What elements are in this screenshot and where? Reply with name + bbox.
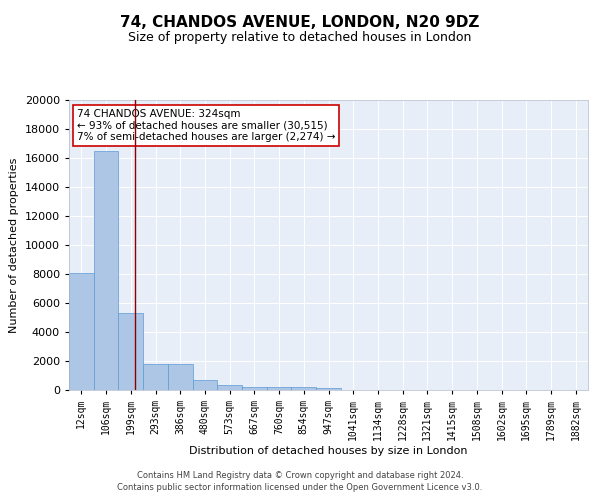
- Bar: [69, 272, 94, 390]
- Bar: [292, 387, 316, 390]
- Y-axis label: Number of detached properties: Number of detached properties: [9, 158, 19, 332]
- Text: Size of property relative to detached houses in London: Size of property relative to detached ho…: [128, 31, 472, 44]
- Bar: [94, 151, 118, 390]
- Bar: [168, 364, 193, 390]
- Bar: [242, 386, 267, 390]
- X-axis label: Distribution of detached houses by size in London: Distribution of detached houses by size …: [189, 446, 468, 456]
- Bar: [267, 387, 292, 390]
- Bar: [316, 388, 341, 390]
- Bar: [217, 386, 242, 390]
- Bar: [193, 380, 217, 390]
- Bar: [143, 364, 168, 390]
- Text: 74 CHANDOS AVENUE: 324sqm
← 93% of detached houses are smaller (30,515)
7% of se: 74 CHANDOS AVENUE: 324sqm ← 93% of detac…: [77, 108, 335, 142]
- Text: 74, CHANDOS AVENUE, LONDON, N20 9DZ: 74, CHANDOS AVENUE, LONDON, N20 9DZ: [121, 15, 479, 30]
- Bar: [118, 313, 143, 390]
- Text: Contains public sector information licensed under the Open Government Licence v3: Contains public sector information licen…: [118, 484, 482, 492]
- Text: Contains HM Land Registry data © Crown copyright and database right 2024.: Contains HM Land Registry data © Crown c…: [137, 472, 463, 480]
